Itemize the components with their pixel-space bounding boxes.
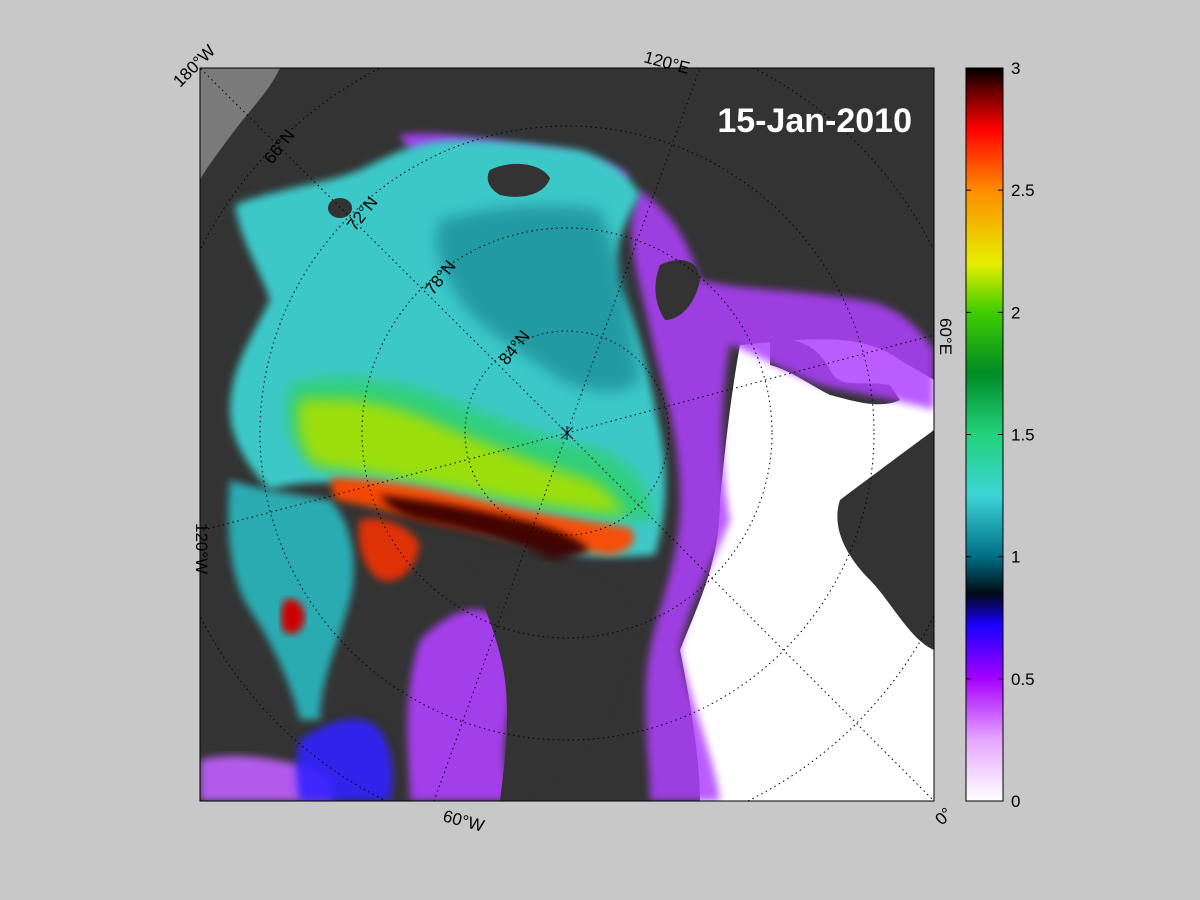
marginal-ice-baffin [407,609,520,801]
colorbar: 0 0.5 1 1.5 2 2.5 3 [965,59,1035,811]
ice-pack-darker [436,205,640,392]
colorbar-ticks: 0 0.5 1 1.5 2 2.5 3 [966,59,1035,811]
latitude-grid [200,68,934,801]
marginal-ice-barents [631,190,934,801]
colorbar-tick-label: 3 [1011,59,1020,78]
longitude-grid [200,68,934,801]
colorbar-tick-label: 0 [1011,792,1020,811]
ice-pack-yellow [298,398,625,515]
ice-pack-thickest [380,495,590,560]
colorbar-tick-label: 2 [1011,303,1020,322]
meridian-label-0: 0° [931,804,956,829]
map-frame [199,67,935,802]
open-water-region [680,339,934,801]
marginal-ice-hudson [296,719,393,801]
land-region-greenland [470,556,634,801]
map-panel [200,68,934,801]
colorbar-tick-label: 1 [1011,548,1020,567]
date-label: 15-Jan-2010 [717,102,912,140]
land-region-wrangel [328,198,352,218]
north-pole-marker [560,426,574,440]
colorbar-tick-label: 0.5 [1011,670,1035,689]
land-region-alaska-lakes [200,68,280,180]
meridian-label-60e: 60°E [936,318,955,355]
land-region-new-siberian [487,163,550,197]
meridian-label-120w: 120°W [192,523,211,574]
archipelago-red-ice [358,518,420,581]
land-region-north-europe [837,430,934,650]
meridian-label-60w: 60°W [441,807,486,836]
land-region-svalbard [655,260,700,320]
colorbar-tick-label: 1.5 [1011,426,1035,445]
colorbar-gradient [965,67,1004,802]
archipelago-red-spot [280,598,305,635]
colorbar-tick-label: 2.5 [1011,181,1035,200]
